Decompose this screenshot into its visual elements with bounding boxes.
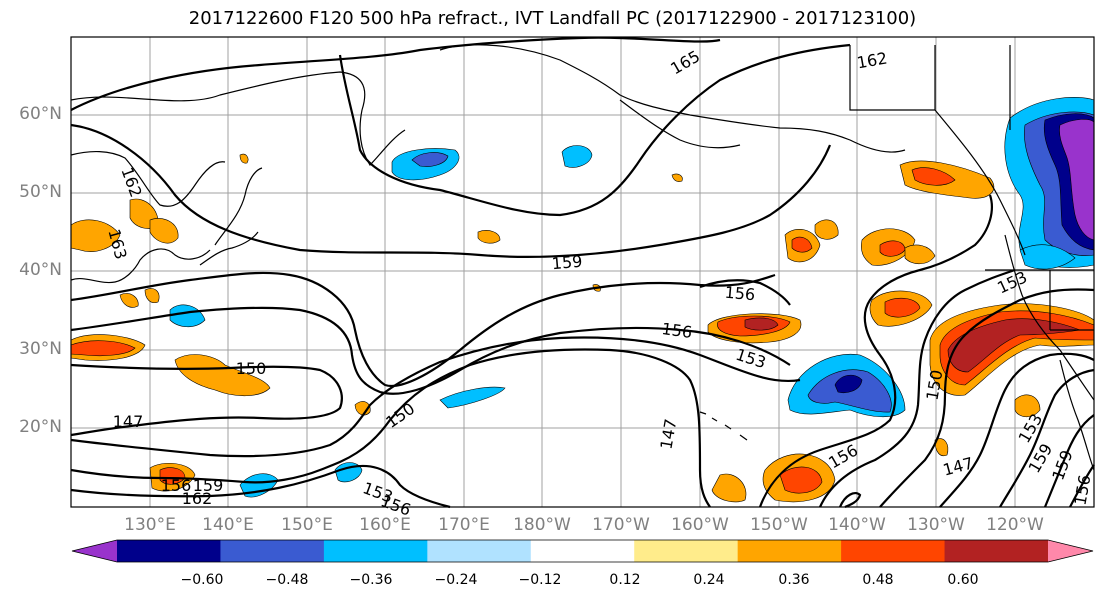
colorbar-swatch bbox=[323, 540, 428, 562]
colorbar-swatch bbox=[427, 540, 532, 562]
colorbar-extend-high bbox=[1048, 540, 1093, 562]
colorbar-swatch bbox=[841, 540, 946, 562]
colorbar-tick: 0.24 bbox=[693, 572, 725, 588]
map-title: 2017122600 F120 500 hPa refract., IVT La… bbox=[188, 8, 917, 29]
colorbar-tick: −0.48 bbox=[265, 572, 309, 588]
lon-label-160w: 160°W bbox=[671, 515, 729, 535]
lon-label-180w: 180°W bbox=[513, 515, 571, 535]
lat-label-60n: 60°N bbox=[19, 104, 62, 124]
contour-label: 156 bbox=[660, 319, 693, 342]
contour-label: 147 bbox=[113, 412, 144, 431]
lat-label-30n: 30°N bbox=[19, 339, 62, 359]
colorbar-swatch bbox=[944, 540, 1049, 562]
colorbar-extend-low bbox=[72, 540, 117, 562]
contour-label: 159 bbox=[193, 476, 224, 495]
lon-label-120w: 120°W bbox=[986, 515, 1044, 535]
map-background bbox=[71, 37, 1094, 507]
colorbar-swatch bbox=[220, 540, 325, 562]
colorbar-outline bbox=[71, 539, 1094, 563]
lat-label-50n: 50°N bbox=[19, 182, 62, 202]
contour-label: 150 bbox=[236, 359, 267, 378]
lon-label-130w: 130°W bbox=[907, 515, 965, 535]
lon-label-150w: 150°W bbox=[750, 515, 808, 535]
lon-label-170w: 170°W bbox=[592, 515, 650, 535]
colorbar-tick: −0.24 bbox=[434, 572, 478, 588]
colorbar-tick: −0.60 bbox=[180, 572, 224, 588]
lon-label-170e: 170°E bbox=[438, 515, 490, 535]
colorbar-swatch bbox=[634, 540, 739, 562]
contour-label: 156 bbox=[724, 283, 756, 305]
contour-label: 162 bbox=[182, 489, 213, 508]
shaded-anomalies bbox=[70, 97, 1095, 503]
colorbar-tick: 0.12 bbox=[609, 572, 641, 588]
lat-label-40n: 40°N bbox=[19, 260, 62, 280]
colorbar-swatch bbox=[737, 540, 842, 562]
colorbar-swatch bbox=[117, 540, 221, 562]
colorbar-swatch bbox=[530, 540, 635, 562]
map-border bbox=[70, 36, 1095, 508]
contour-label: 159 bbox=[551, 252, 583, 274]
refractivity-contours bbox=[70, 36, 1095, 509]
lon-label-140w: 140°W bbox=[828, 515, 886, 535]
colorbar-tick: 0.48 bbox=[862, 572, 894, 588]
colorbar-tick: 0.36 bbox=[778, 572, 810, 588]
lon-label-150e: 150°E bbox=[281, 515, 333, 535]
lon-label-140e: 140°E bbox=[202, 515, 254, 535]
colorbar-tick: 0.60 bbox=[947, 572, 979, 588]
lon-label-130e: 130°E bbox=[124, 515, 176, 535]
colorbar-tick: −0.12 bbox=[518, 572, 562, 588]
lat-label-20n: 20°N bbox=[19, 417, 62, 437]
colorbar bbox=[71, 539, 1094, 563]
contour-label: 156 bbox=[161, 476, 192, 495]
lon-label-160e: 160°E bbox=[359, 515, 411, 535]
colorbar-tick: −0.36 bbox=[349, 572, 393, 588]
